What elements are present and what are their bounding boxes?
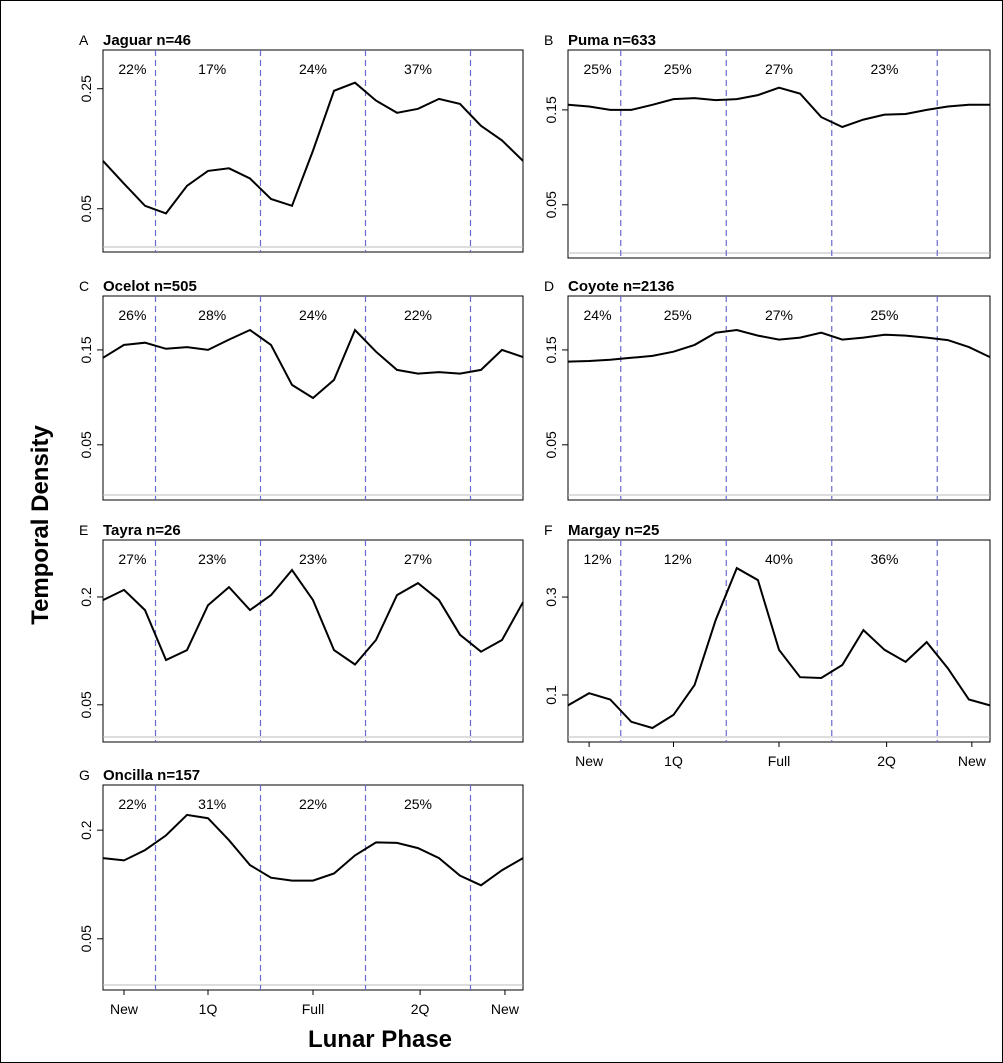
x-tick-label: 1Q xyxy=(664,753,683,769)
y-tick-label: 0.25 xyxy=(78,75,94,102)
phase-percentage: 36% xyxy=(870,551,898,567)
phase-percentage: 24% xyxy=(584,307,612,323)
phase-percentage: 22% xyxy=(118,796,146,812)
panel-title: Margay n=25 xyxy=(568,522,659,539)
panel-letter: F xyxy=(544,522,553,538)
y-tick-label: 0.1 xyxy=(543,685,559,705)
density-curve xyxy=(102,328,524,400)
phase-percentage: 25% xyxy=(664,61,692,77)
x-tick-label: 2Q xyxy=(877,753,896,769)
panel-letter: D xyxy=(544,278,554,294)
phase-percentage: 24% xyxy=(299,61,327,77)
y-tick-label: 0.15 xyxy=(543,96,559,123)
panel-letter: B xyxy=(544,32,553,48)
x-axis-label: Lunar Phase xyxy=(308,1026,452,1053)
y-tick-label: 0.05 xyxy=(543,191,559,218)
phase-percentage: 23% xyxy=(198,551,226,567)
phase-percentage: 31% xyxy=(198,796,226,812)
panel-title: Ocelot n=505 xyxy=(103,278,197,295)
panel-letter: E xyxy=(79,522,88,538)
y-tick-label: 0.15 xyxy=(543,336,559,363)
panel-title: Jaguar n=46 xyxy=(103,32,191,49)
density-curve xyxy=(102,568,524,666)
phase-percentage: 12% xyxy=(584,551,612,567)
phase-percentage: 25% xyxy=(584,61,612,77)
phase-percentage: 28% xyxy=(198,307,226,323)
phase-percentage: 25% xyxy=(664,307,692,323)
y-tick-label: 0.15 xyxy=(78,336,94,363)
phase-percentage: 25% xyxy=(404,796,432,812)
plot-area xyxy=(102,539,524,743)
density-curve xyxy=(567,86,990,129)
x-tick-label: Full xyxy=(768,753,791,769)
plot-area xyxy=(567,49,991,259)
x-tick-label: 2Q xyxy=(411,1001,430,1017)
y-tick-label: 0.2 xyxy=(78,587,94,607)
phase-percentage: 27% xyxy=(404,551,432,567)
phase-percentage: 27% xyxy=(765,61,793,77)
plot-area xyxy=(567,295,991,501)
phase-percentage: 27% xyxy=(765,307,793,323)
phase-percentage: 24% xyxy=(299,307,327,323)
phase-percentage: 23% xyxy=(299,551,327,567)
y-tick-label: 0.05 xyxy=(543,431,559,458)
x-tick-label: 1Q xyxy=(199,1001,218,1017)
phase-percentage: 12% xyxy=(664,551,692,567)
phase-percentage: 27% xyxy=(118,551,146,567)
panel-letter: A xyxy=(79,32,89,48)
panel-letter: C xyxy=(79,278,89,294)
phase-percentage: 26% xyxy=(118,307,146,323)
phase-percentage: 22% xyxy=(404,307,432,323)
plot-area xyxy=(102,49,524,253)
phase-percentage: 22% xyxy=(118,61,146,77)
phase-percentage: 17% xyxy=(198,61,226,77)
y-axis-label: Temporal Density xyxy=(27,425,54,625)
panel-title: Puma n=633 xyxy=(568,32,656,49)
x-tick-label: New xyxy=(958,753,987,769)
density-curve xyxy=(567,328,991,363)
phase-percentage: 40% xyxy=(765,551,793,567)
panel-letter: G xyxy=(79,767,90,783)
plot-area xyxy=(102,295,524,501)
y-tick-label: 0.05 xyxy=(78,691,94,718)
phase-percentage: 22% xyxy=(299,796,327,812)
density-curve xyxy=(102,813,524,887)
x-tick-label: New xyxy=(110,1001,139,1017)
phase-percentage: 37% xyxy=(404,61,432,77)
x-tick-label: New xyxy=(575,753,604,769)
y-tick-label: 0.3 xyxy=(543,587,559,607)
phase-percentage: 25% xyxy=(870,307,898,323)
y-tick-label: 0.2 xyxy=(78,820,94,840)
x-tick-label: New xyxy=(491,1001,520,1017)
panel-title: Oncilla n=157 xyxy=(103,767,200,784)
y-tick-label: 0.05 xyxy=(78,431,94,458)
x-tick-label: Full xyxy=(302,1001,325,1017)
y-tick-label: 0.05 xyxy=(78,195,94,222)
phase-percentage: 23% xyxy=(870,61,898,77)
y-tick-label: 0.05 xyxy=(78,925,94,952)
density-curve xyxy=(102,81,524,215)
panel-title: Coyote n=2136 xyxy=(568,278,674,295)
density-curve xyxy=(567,566,991,730)
panel-title: Tayra n=26 xyxy=(103,522,181,539)
